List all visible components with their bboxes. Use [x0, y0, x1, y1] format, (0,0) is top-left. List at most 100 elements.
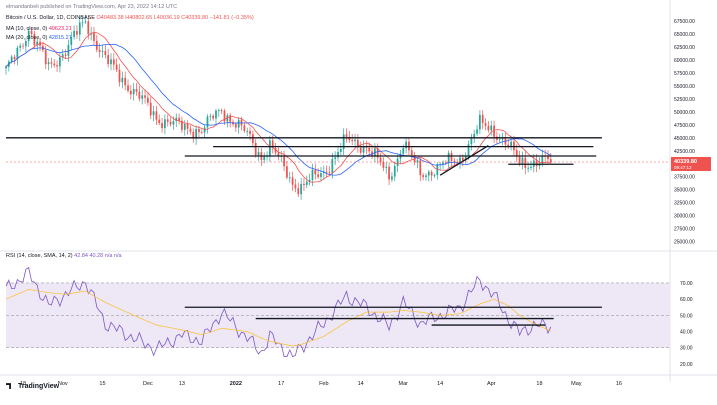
candle-body: [19, 45, 22, 48]
candle-body: [243, 125, 246, 131]
candle-body: [402, 148, 405, 154]
price-badge-countdown: 09:47:12: [674, 165, 692, 170]
ma10-legend: MA (10, close, 0) 40623.21: [6, 26, 72, 32]
candle-body: [359, 147, 362, 153]
candle-body: [56, 65, 58, 67]
time-axis-tick: 13: [179, 381, 185, 387]
candle-body: [22, 45, 24, 47]
candle-body: [269, 140, 271, 156]
candle-body: [215, 110, 217, 119]
candle-body: [229, 115, 232, 122]
time-axis-tick: Feb: [319, 381, 328, 387]
candle-body: [76, 31, 78, 35]
candle-body: [521, 157, 524, 165]
price-axis-tick: 30000.00: [674, 214, 695, 220]
candle-body: [484, 123, 487, 126]
candle-body: [53, 63, 56, 66]
time-axis-tick: 14: [437, 381, 443, 387]
candle-body: [169, 121, 172, 125]
candle-body: [189, 128, 192, 132]
candle-body: [234, 124, 237, 128]
candle-body: [317, 174, 320, 177]
price-badge-bg: [671, 156, 711, 171]
candle-body: [337, 151, 339, 158]
ohlc-values: O40483.38 H40802.65 L40036.19 C40339.80 …: [96, 15, 254, 21]
candle-body: [283, 155, 285, 167]
candle-body: [388, 166, 390, 180]
candle-body: [223, 110, 226, 122]
candles-group: [5, 15, 552, 200]
candle-body: [212, 115, 215, 119]
candle-body: [354, 139, 356, 142]
tradingview-logo[interactable]: TradingView: [6, 383, 59, 390]
candle-body: [322, 171, 325, 174]
time-axis-tick: 17: [278, 381, 284, 387]
ma10-label: MA (10, close, 0): [6, 26, 48, 32]
candle-body: [178, 117, 180, 121]
candle-body: [217, 110, 220, 111]
rsi-axis-tick: 50.00: [680, 313, 693, 319]
candle-body: [456, 161, 459, 164]
candle-body: [498, 139, 501, 141]
candle-body: [209, 115, 212, 117]
candle-body: [405, 141, 407, 149]
candle-body: [161, 123, 163, 129]
candle-body: [530, 166, 532, 168]
candle-body: [271, 140, 274, 148]
candle-body: [149, 102, 152, 116]
candle-body: [274, 147, 277, 153]
symbol-title: Bitcoin / U.S. Dollar, 1D, COINBASE: [6, 15, 95, 21]
candle-body: [64, 54, 67, 56]
candle-body: [342, 134, 345, 150]
candle-body: [81, 22, 84, 24]
symbol-legend: Bitcoin / U.S. Dollar, 1D, COINBASE O404…: [6, 15, 254, 21]
candle-body: [101, 51, 104, 52]
candle-body: [305, 181, 308, 185]
candle-body: [78, 22, 81, 35]
candle-body: [251, 134, 254, 144]
time-axis-tick: Apr: [487, 381, 496, 387]
candle-body: [490, 125, 493, 131]
candle-body: [433, 175, 436, 176]
candle-body: [493, 125, 495, 137]
candle-body: [61, 54, 64, 58]
trendline: [439, 145, 489, 176]
candle-body: [308, 179, 311, 182]
candle-body: [379, 157, 382, 163]
candle-body: [311, 169, 314, 180]
candle-body: [93, 32, 95, 41]
candle-body: [288, 177, 291, 179]
candle-body: [47, 62, 50, 65]
candle-body: [425, 175, 427, 177]
candle-body: [198, 128, 200, 133]
candle-body: [476, 129, 478, 134]
price-axis-tick: 37500.00: [674, 175, 695, 181]
time-axis-tick: 14: [358, 381, 364, 387]
candle-body: [300, 183, 302, 195]
candle-body: [351, 139, 354, 142]
candle-body: [393, 166, 396, 177]
candle-body: [24, 41, 27, 47]
rsi-axis-tick: 70.00: [680, 281, 693, 287]
price-axis-tick: 52500.00: [674, 97, 695, 103]
candle-body: [320, 173, 322, 177]
price-axis-tick: 57500.00: [674, 71, 695, 77]
candle-body: [257, 152, 260, 156]
ma20-value: 42815.27: [48, 35, 72, 41]
candle-body: [13, 56, 16, 60]
candle-body: [121, 77, 124, 83]
candle-body: [263, 156, 266, 160]
candle-body: [541, 155, 544, 164]
candle-body: [164, 119, 166, 129]
time-axis-tick: 16: [616, 381, 622, 387]
candle-body: [518, 156, 521, 165]
candle-body: [419, 160, 422, 176]
author-text: elmandanbeli published on TradingView.co…: [6, 4, 178, 10]
candle-body: [422, 175, 425, 177]
candle-body: [470, 137, 473, 145]
price-axis-tick: 47500.00: [674, 123, 695, 129]
time-axis-tick: Dec: [143, 381, 153, 387]
candle-body: [524, 157, 527, 168]
